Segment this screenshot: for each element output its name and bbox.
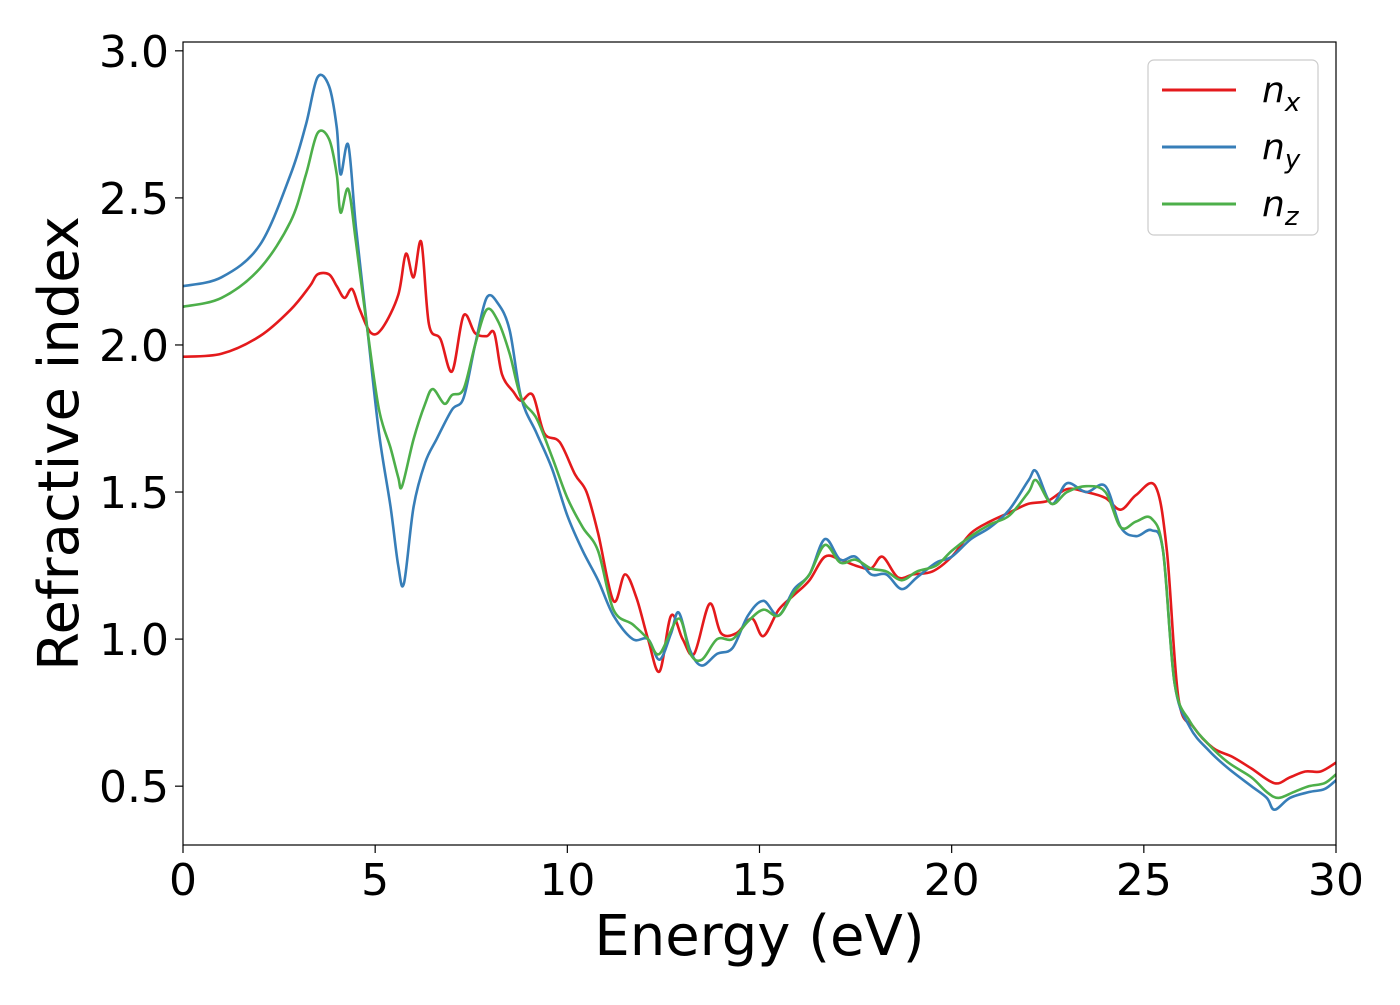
legend-label-nx: nx bbox=[1262, 70, 1301, 118]
series-line-ny bbox=[183, 73, 1336, 811]
legend: nx ny nz bbox=[1147, 59, 1319, 236]
legend-label-ny: ny bbox=[1262, 127, 1301, 175]
series-line-nx bbox=[183, 239, 1336, 785]
series-line-nz bbox=[183, 129, 1336, 800]
y-axis-label: Refractive index bbox=[27, 216, 92, 671]
y-tick-label: 1.0 bbox=[99, 615, 169, 666]
y-tick-label: 0.5 bbox=[99, 762, 169, 813]
x-tick-label: 5 bbox=[361, 855, 389, 906]
series-layer bbox=[183, 73, 1336, 811]
x-tick-label: 20 bbox=[924, 855, 980, 906]
x-axis-label: Energy (eV) bbox=[594, 904, 924, 969]
x-tick-label: 25 bbox=[1116, 855, 1172, 906]
y-tick-label: 1.5 bbox=[99, 468, 169, 519]
y-tick-label: 2.5 bbox=[99, 174, 169, 225]
y-tick-label: 2.0 bbox=[99, 321, 169, 372]
x-axis-ticks: 0 5 10 15 20 25 30 bbox=[169, 845, 1364, 906]
x-tick-label: 0 bbox=[169, 855, 197, 906]
x-tick-label: 10 bbox=[539, 855, 595, 906]
x-tick-label: 30 bbox=[1308, 855, 1364, 906]
legend-label-nz: nz bbox=[1262, 184, 1300, 232]
y-axis-ticks: 0.5 1.0 1.5 2.0 2.5 3.0 bbox=[99, 27, 183, 813]
y-tick-label: 3.0 bbox=[99, 27, 169, 78]
x-tick-label: 15 bbox=[732, 855, 788, 906]
